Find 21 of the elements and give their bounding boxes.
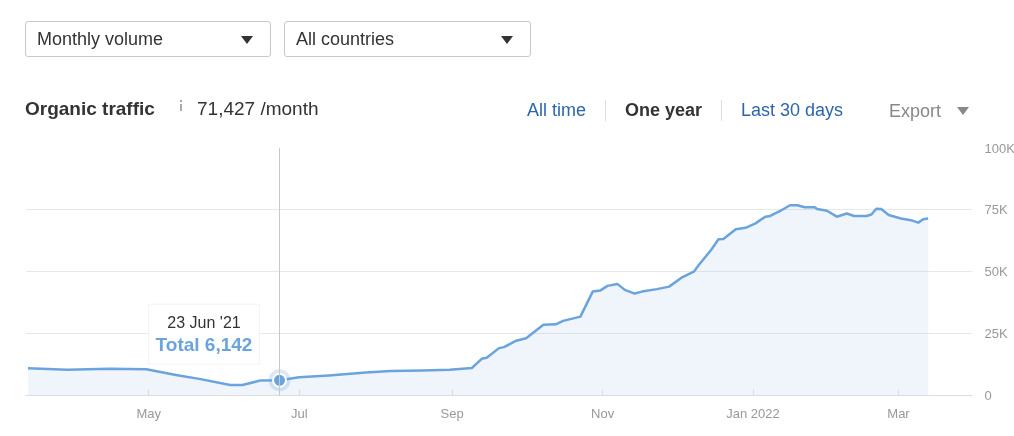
y-tick-label: 75K — [984, 202, 1008, 217]
text: Last 30 days — [741, 99, 844, 121]
x-tick-label: Jul — [290, 405, 308, 421]
annotation: Total 6,142 — [155, 333, 253, 355]
chart-title: Organic traffic — [25, 97, 155, 121]
y-tick-label: 0 — [984, 388, 992, 403]
text: Monthly volume — [37, 28, 164, 50]
chart-subtitle: 71,427 /month — [197, 97, 319, 121]
annotation: 23 Jun '21 — [167, 313, 241, 331]
text: All countries — [296, 28, 395, 50]
y-tick-label: 100K — [984, 140, 1014, 156]
x-tick-label: Sep — [440, 405, 464, 421]
text: One year — [625, 99, 703, 121]
y-tick-label: 50K — [984, 264, 1008, 279]
text: Export — [889, 100, 942, 122]
x-tick-label: Nov — [591, 405, 615, 421]
text: All time — [527, 99, 587, 121]
x-tick-label: May — [136, 405, 162, 421]
x-tick-label: Mar — [887, 405, 911, 421]
x-tick-label: Jan 2022 — [726, 405, 780, 421]
y-tick-label: 25K — [984, 326, 1008, 341]
